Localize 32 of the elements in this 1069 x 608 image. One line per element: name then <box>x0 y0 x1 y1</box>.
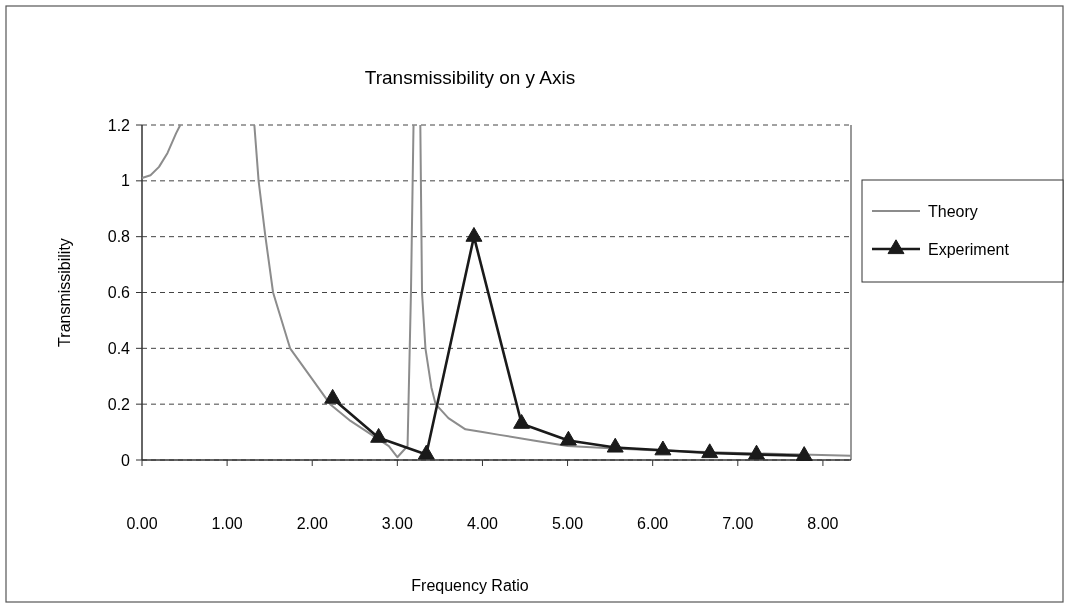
point <box>606 437 624 453</box>
point <box>370 427 388 443</box>
chart-title: Transmissibility on y Axis <box>364 67 576 88</box>
x-tick-label: 0.00 <box>126 515 158 532</box>
x-tick-label: 6.00 <box>637 515 669 532</box>
y-tick-label: 0.2 <box>107 395 131 413</box>
x-tick-label: 5.00 <box>552 515 584 532</box>
y-axis-title: Transmissibility <box>56 238 73 347</box>
point <box>701 443 719 459</box>
point <box>513 414 531 429</box>
x-tick-label: 4.00 <box>466 515 499 532</box>
y-tick-label: 0 <box>121 451 131 469</box>
point <box>324 388 342 404</box>
point <box>748 444 765 460</box>
y-tick-label: 0.6 <box>107 284 131 302</box>
x-tick-label: 8.00 <box>807 515 839 532</box>
legend-label: Experiment <box>928 240 1010 258</box>
x-tick-label: 7.00 <box>722 515 754 532</box>
y-tick-label: 1 <box>121 172 131 190</box>
x-tick-label: 3.00 <box>381 515 414 532</box>
point <box>559 430 577 446</box>
point <box>465 226 483 242</box>
y-tick-label: 0.8 <box>107 228 131 246</box>
point <box>654 440 672 456</box>
x-axis-title: Frequency Ratio <box>411 577 529 594</box>
y-tick-label: 0.4 <box>107 339 131 357</box>
x-tick-label: 2.00 <box>296 515 328 532</box>
legend-label: Theory <box>928 202 978 220</box>
y-tick-label: 1.2 <box>107 116 131 134</box>
x-tick-label: 1.00 <box>211 515 243 532</box>
point <box>795 446 813 461</box>
point <box>417 444 435 460</box>
